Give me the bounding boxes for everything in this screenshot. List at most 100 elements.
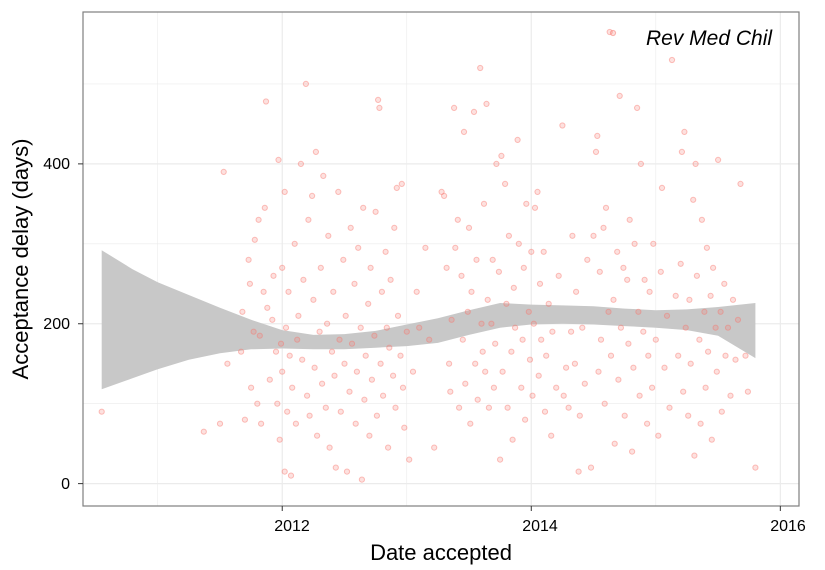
data-point (260, 288, 267, 295)
data-point (314, 432, 321, 439)
data-point (620, 264, 627, 271)
data-point (397, 352, 404, 359)
x-tick-label-2014: 2014 (522, 518, 558, 535)
data-point (666, 404, 673, 411)
data-point (340, 256, 347, 263)
data-point (464, 308, 471, 315)
data-point (342, 312, 349, 319)
data-point (272, 348, 280, 355)
data-point (246, 280, 253, 287)
data-point (281, 468, 288, 475)
data-point (590, 232, 597, 239)
data-point (285, 288, 292, 295)
data-point (279, 264, 286, 271)
data-point (304, 392, 311, 399)
data-point (522, 416, 529, 423)
data-point (254, 400, 261, 407)
data-point (438, 188, 445, 195)
data-point (347, 224, 354, 231)
data-point (520, 264, 527, 271)
data-point (245, 256, 252, 263)
data-point (636, 392, 643, 399)
data-point (270, 272, 277, 279)
data-point (448, 316, 455, 323)
data-point (680, 388, 687, 395)
data-point (492, 340, 499, 347)
data-point (601, 400, 608, 407)
data-point (727, 392, 734, 399)
data-point (446, 360, 453, 367)
data-point (579, 324, 586, 331)
data-point (431, 444, 438, 451)
data-point (380, 392, 387, 399)
data-point (555, 272, 562, 279)
data-point (289, 384, 296, 391)
data-point (512, 324, 519, 331)
data-point (724, 324, 732, 331)
data-point (508, 348, 515, 355)
data-point (200, 428, 207, 435)
y-tick-label-400: 400 (43, 156, 70, 173)
data-point (372, 208, 379, 215)
data-point (697, 420, 704, 427)
data-point (717, 308, 724, 315)
data-point (241, 416, 248, 423)
data-point (378, 288, 385, 295)
data-point (655, 432, 662, 439)
data-point (403, 328, 410, 335)
data-point (640, 328, 647, 335)
data-point (284, 408, 291, 415)
data-point (391, 224, 398, 231)
data-point (734, 316, 742, 323)
data-point (485, 404, 492, 411)
data-point (518, 384, 525, 391)
data-point (594, 132, 601, 139)
data-point (685, 412, 692, 419)
y-axis-title: Acceptance delay (days) (8, 139, 33, 380)
data-point (279, 368, 286, 375)
data-point (505, 232, 512, 239)
data-point (306, 412, 313, 419)
data-point (458, 272, 465, 279)
x-tick-label-2016: 2016 (770, 518, 806, 535)
data-point (483, 100, 490, 108)
data-point (468, 288, 475, 295)
data-point (216, 420, 224, 427)
data-point (687, 360, 694, 367)
data-point (645, 352, 652, 359)
data-point (262, 98, 270, 105)
data-point (548, 432, 555, 439)
data-point (637, 160, 645, 167)
data-point (316, 328, 323, 335)
data-point (732, 356, 739, 363)
data-point (383, 324, 390, 331)
data-point (294, 336, 301, 343)
data-point (515, 240, 522, 247)
data-point (649, 384, 656, 391)
data-point (493, 160, 500, 167)
data-point (416, 324, 423, 331)
data-point (277, 340, 285, 347)
data-point (528, 248, 535, 255)
data-point (282, 324, 290, 331)
data-point (625, 340, 632, 347)
grid-lines (83, 12, 799, 506)
data-point (371, 332, 378, 339)
data-point (617, 324, 625, 331)
data-point (499, 368, 506, 375)
data-point (266, 376, 273, 383)
data-point (614, 248, 621, 255)
data-point (635, 308, 642, 315)
data-point (626, 216, 633, 223)
data-point (504, 404, 511, 411)
data-point (258, 420, 265, 427)
data-point (291, 240, 298, 247)
x-tick-label-2012: 2012 (274, 518, 310, 535)
data-point (454, 216, 461, 223)
data-point (672, 292, 679, 299)
data-point (630, 364, 637, 371)
data-point (320, 172, 327, 179)
data-point (661, 364, 668, 371)
data-point (479, 348, 486, 355)
